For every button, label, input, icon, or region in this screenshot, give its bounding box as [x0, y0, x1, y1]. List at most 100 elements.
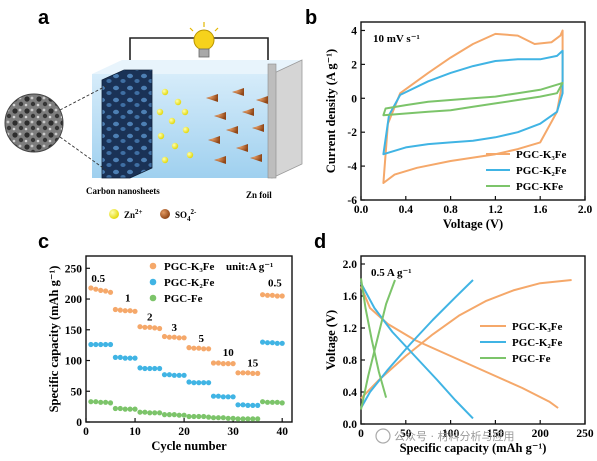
- legend-label: PGC-K₃Fe: [512, 321, 562, 333]
- data-point: [127, 406, 133, 412]
- data-point: [181, 412, 187, 418]
- data-point: [230, 361, 236, 367]
- data-point: [117, 307, 123, 313]
- data-point: [93, 399, 99, 405]
- data-point: [225, 361, 231, 367]
- rate-label: 1: [125, 292, 131, 304]
- y-tick-label: 50: [71, 386, 83, 398]
- data-point: [191, 380, 197, 386]
- data-point: [176, 335, 182, 341]
- gcd-curve: [360, 279, 396, 410]
- x-tick-label: 0: [83, 426, 89, 438]
- data-point: [210, 393, 217, 399]
- data-point: [225, 415, 231, 421]
- data-point: [269, 399, 275, 405]
- legend-marker: [149, 294, 157, 302]
- x-tick-label: 0: [358, 428, 364, 440]
- legend-label: PGC-K₂Fe: [512, 337, 562, 349]
- y-tick-label: 0.0: [343, 419, 358, 431]
- data-point: [181, 335, 187, 341]
- x-tick-label: 0.4: [399, 204, 414, 216]
- gcd-curve: [360, 282, 474, 420]
- data-point: [147, 324, 153, 330]
- data-point: [147, 410, 153, 416]
- data-point: [161, 412, 168, 418]
- data-point: [201, 380, 207, 386]
- data-point: [142, 365, 148, 372]
- data-point: [260, 339, 266, 345]
- zn-foil: [271, 59, 303, 179]
- data-point: [255, 370, 261, 376]
- data-point: [171, 412, 177, 418]
- cv-curve: [382, 49, 564, 156]
- data-point: [93, 286, 99, 292]
- x-tick-label: 100: [442, 428, 460, 440]
- x-tick-label: 200: [532, 428, 550, 440]
- data-point: [191, 413, 197, 420]
- data-point: [260, 292, 266, 298]
- data-point: [122, 406, 128, 412]
- y-tick-label: 150: [65, 325, 83, 337]
- y-tick-label: 0: [351, 93, 357, 105]
- data-point: [93, 341, 99, 348]
- rate-label: 5: [199, 333, 205, 345]
- data-point: [103, 399, 109, 405]
- y-tick-label: 2.0: [343, 259, 358, 271]
- y-tick-label: 2: [351, 59, 357, 71]
- data-point: [166, 372, 172, 378]
- data-point: [157, 325, 163, 332]
- data-point: [245, 416, 251, 422]
- data-point: [152, 325, 158, 331]
- watermark-text: 公众号 · 材料分析与应用: [394, 429, 515, 443]
- y-axis-label: Current density (A g⁻¹): [324, 49, 338, 173]
- data-point: [181, 372, 187, 378]
- data-point: [240, 370, 246, 376]
- gcd-curve: [360, 278, 388, 398]
- so4-ions: [206, 88, 268, 164]
- plot-frame: [360, 21, 586, 201]
- x-tick-label: 150: [487, 428, 505, 440]
- y-tick-label: -4: [347, 161, 357, 173]
- legend-marker: [149, 278, 157, 286]
- data-point: [245, 370, 251, 376]
- so4-ion-legend-label: SO42-: [175, 208, 197, 223]
- rate-label: 0.5: [91, 273, 105, 285]
- zn-ion-legend-marker: [109, 209, 119, 219]
- panel-label-b: b: [305, 7, 317, 29]
- data-point: [186, 413, 192, 420]
- so4-ion-legend-marker: [160, 209, 170, 219]
- light-bulb-icon: [189, 22, 219, 58]
- x-tick-label: 0.8: [443, 204, 458, 216]
- watermark: 公众号 · 材料分析与应用: [375, 428, 515, 444]
- y-axis-label: Voltage (V): [324, 310, 338, 370]
- data-point: [157, 410, 163, 416]
- legend-marker: [149, 262, 157, 270]
- data-point: [250, 402, 256, 408]
- data-point: [152, 365, 158, 372]
- y-axis-label: Specific capacity (mAh g⁻¹): [47, 266, 61, 413]
- data-point: [112, 405, 118, 412]
- x-tick-label: 250: [576, 428, 594, 440]
- data-point: [117, 354, 123, 360]
- data-point: [274, 399, 280, 405]
- x-tick-label: 40: [276, 426, 288, 438]
- data-point: [230, 415, 236, 421]
- data-point: [117, 405, 123, 412]
- data-point: [274, 340, 280, 346]
- data-point: [122, 355, 128, 361]
- data-point: [279, 293, 285, 299]
- data-point: [127, 308, 133, 314]
- y-tick-label: 1.2: [343, 323, 358, 335]
- x-tick-label: 2.0: [578, 204, 593, 216]
- panel-label-c: c: [38, 231, 49, 253]
- panel-d: d 0 50 100 150 200 250 0.0 0.4 0.8 1.2 1.6 2.0 Speci…: [314, 231, 594, 455]
- data-point: [240, 416, 246, 422]
- data-point: [98, 287, 104, 293]
- data-point: [171, 372, 177, 378]
- data-point: [210, 415, 217, 421]
- data-point: [220, 361, 226, 367]
- zn-ion-legend-label: Zn2+: [124, 208, 143, 220]
- data-point: [147, 365, 153, 372]
- x-tick-label: 20: [178, 426, 190, 438]
- legend-label: PGC-K₂Fe: [516, 165, 566, 177]
